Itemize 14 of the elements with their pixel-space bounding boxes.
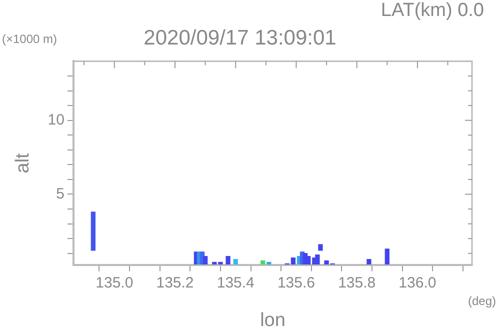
y-tick-label: 10 — [48, 111, 64, 128]
x-tick-label: 135.6 — [277, 274, 315, 292]
chart-title: 2020/09/17 13:09:01 — [144, 26, 336, 50]
x-tick-label: 135.0 — [96, 274, 134, 292]
y-axis-title: alt — [12, 152, 34, 174]
x-tick-label: 135.8 — [338, 274, 376, 292]
text: (deg) — [468, 294, 496, 308]
text: LAT(km) 0.0 — [380, 0, 484, 22]
text: (×1000 m) — [2, 32, 58, 46]
x-tick-label: 135.2 — [156, 274, 194, 292]
x-tick-label: 136.0 — [398, 274, 436, 292]
x-tick-label: 135.4 — [216, 274, 254, 292]
x-axis-title: lon — [260, 310, 286, 331]
y-tick-label: 5 — [56, 185, 64, 202]
